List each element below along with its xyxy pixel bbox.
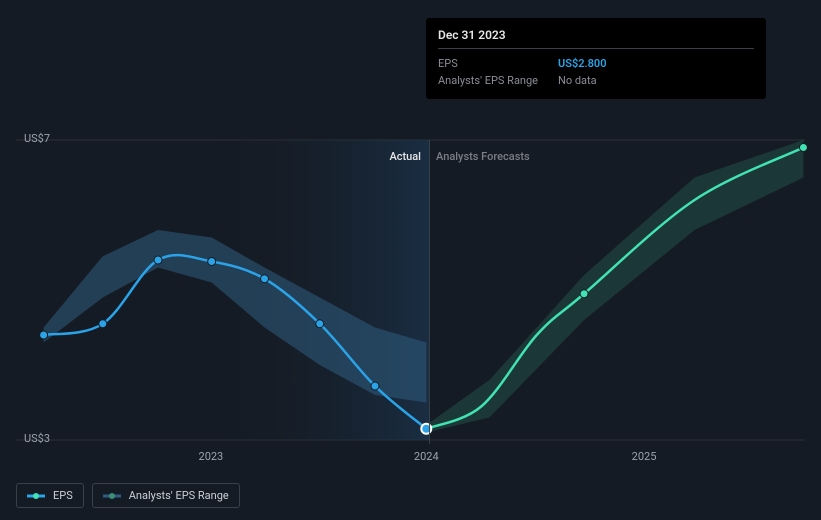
region-label-forecast: Analysts Forecasts [436, 150, 530, 163]
y-axis-label: US$7 [24, 132, 50, 145]
tooltip-rows: EPSUS$2.800Analysts' EPS RangeNo data [438, 55, 754, 89]
legend: EPS Analysts' EPS Range [16, 483, 240, 508]
x-axis-label: 2025 [632, 450, 657, 463]
legend-item-range[interactable]: Analysts' EPS Range [92, 483, 240, 508]
y-axis-label: US$3 [24, 432, 50, 445]
tooltip-row-value: US$2.800 [558, 57, 754, 70]
tooltip-row-label: Analysts' EPS Range [438, 74, 558, 87]
legend-label: Analysts' EPS Range [129, 489, 229, 502]
tooltip-title: Dec 31 2023 [438, 28, 754, 49]
tooltip-row-label: EPS [438, 57, 558, 70]
x-axis-label: 2024 [414, 450, 439, 463]
legend-item-eps[interactable]: EPS [16, 483, 84, 508]
tooltip-row: Analysts' EPS RangeNo data [438, 72, 754, 89]
legend-swatch [27, 492, 45, 500]
x-axis-label: 2023 [199, 450, 224, 463]
legend-swatch [103, 492, 121, 500]
tooltip: Dec 31 2023 EPSUS$2.800Analysts' EPS Ran… [426, 18, 766, 99]
tooltip-row-value: No data [558, 74, 754, 87]
tooltip-row: EPSUS$2.800 [438, 55, 754, 72]
legend-label: EPS [53, 489, 73, 502]
region-label-actual: Actual [389, 150, 421, 163]
